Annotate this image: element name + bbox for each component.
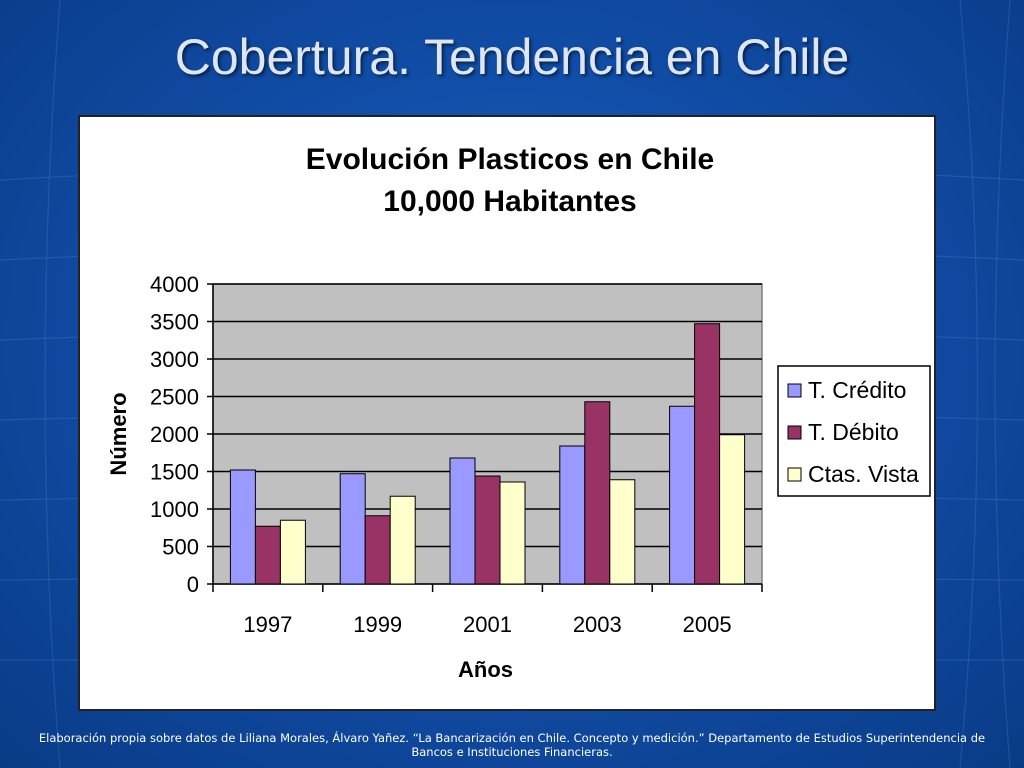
legend-swatch (787, 425, 802, 440)
legend-swatch (787, 467, 802, 482)
bar-ctas-vista-2005 (719, 434, 746, 585)
x-axis-label: Años (458, 657, 513, 682)
y-tick-label: 0 (187, 572, 199, 597)
y-tick-label: 3500 (150, 310, 199, 335)
bar-ctas-vista-2003 (609, 479, 636, 585)
chart-subtitle: 10,000 Habitantes (383, 185, 636, 218)
legend-label: T. Crédito (808, 377, 906, 403)
y-tick-label: 2500 (150, 385, 199, 410)
bar-t-d-bito-1997 (254, 525, 281, 585)
x-tick-label: 1999 (353, 612, 402, 637)
bar-t-d-bito-1999 (364, 515, 391, 585)
bar-t-cr-dito-2003 (559, 445, 586, 585)
x-tick-label: 2005 (683, 612, 732, 637)
bar-chart: Evolución Plasticos en Chile 10,000 Habit… (106, 143, 931, 682)
slide-title: Cobertura. Tendencia en Chile (174, 29, 850, 85)
footer-citation: Elaboración propia sobre datos de Lilian… (38, 731, 986, 759)
chart-title: Evolución Plasticos en Chile (306, 143, 714, 176)
bar-t-d-bito-2003 (584, 401, 611, 585)
x-tick-label: 1997 (243, 612, 292, 637)
y-axis-label: Número (106, 392, 131, 475)
legend-label: T. Débito (808, 419, 899, 445)
chart-panel: Evolución Plasticos en Chile 10,000 Habit… (78, 115, 936, 711)
bar-t-cr-dito-2005 (669, 405, 696, 585)
y-tick-label: 1500 (150, 460, 199, 485)
bar-ctas-vista-1999 (389, 495, 416, 585)
legend-box (777, 365, 931, 497)
legend-label: Ctas. Vista (808, 461, 919, 487)
y-tick-label: 500 (162, 535, 199, 560)
bar-ctas-vista-2001 (499, 481, 526, 585)
y-tick-label: 1000 (150, 497, 199, 522)
x-tick-label: 2003 (573, 612, 622, 637)
bar-ctas-vista-1997 (279, 519, 306, 585)
y-tick-label: 3000 (150, 347, 199, 372)
bar-t-cr-dito-1999 (339, 473, 366, 585)
y-tick-label: 2000 (150, 422, 199, 447)
bar-t-d-bito-2001 (474, 475, 501, 585)
bar-t-cr-dito-1997 (229, 469, 256, 585)
bar-t-cr-dito-2001 (449, 457, 476, 585)
x-tick-label: 2001 (463, 612, 512, 637)
bar-t-d-bito-2005 (694, 323, 721, 585)
y-tick-label: 4000 (150, 272, 199, 297)
legend-swatch (787, 383, 802, 398)
